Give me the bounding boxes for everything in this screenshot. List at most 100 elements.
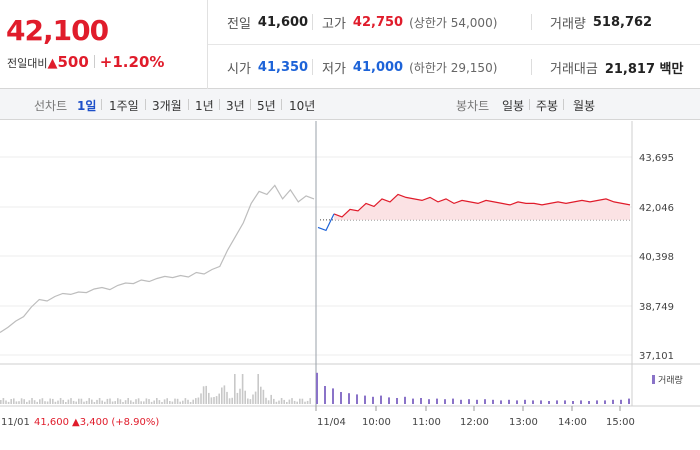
high-label: 고가: [322, 16, 346, 32]
volume-value: 518,762: [592, 14, 653, 30]
volume-bar: [156, 398, 158, 404]
volume-bar: [262, 389, 265, 404]
candle-weekly[interactable]: 주봉: [536, 99, 559, 113]
period-3y[interactable]: 3년: [226, 99, 245, 113]
volume-bar: [171, 401, 174, 404]
volume-bar: [278, 400, 280, 404]
volume-bar: [288, 399, 291, 404]
period-1y[interactable]: 1년: [195, 99, 214, 113]
prev-day-close: 41,600: [34, 417, 69, 428]
today-price-line: [333, 193, 631, 218]
volume-bar: [80, 398, 83, 404]
period-10y[interactable]: 10년: [289, 99, 316, 113]
volume-bar: [169, 401, 171, 404]
volume-bar: [516, 400, 518, 404]
volume-bar: [332, 388, 334, 404]
volume-bar: [420, 398, 422, 404]
y-tick-label: 43,695: [639, 153, 674, 164]
volume-bar: [72, 400, 75, 404]
volume-bar: [41, 398, 44, 404]
volume-bar: [436, 398, 438, 404]
volume-bar: [540, 400, 542, 404]
divider: [250, 99, 251, 110]
volume-bar: [2, 398, 5, 404]
volume-bar: [484, 399, 486, 404]
volume-bar: [104, 401, 106, 404]
prev-close-label: 전일: [227, 16, 251, 32]
volume-bar: [257, 374, 259, 404]
volume-bar: [388, 397, 390, 404]
volume-bar: [249, 399, 252, 404]
x-tick-label: 13:00: [509, 417, 538, 428]
volume-bar: [205, 385, 207, 404]
candle-daily[interactable]: 일봉: [502, 99, 525, 113]
volume-bar: [267, 400, 270, 404]
volume-bar: [234, 374, 236, 404]
volume-bar: [283, 399, 285, 404]
volume-bar: [364, 395, 366, 404]
prev-day-info: 41,600 ▲3,400 (+8.90%): [34, 417, 159, 428]
volume-bar: [508, 399, 510, 404]
volume-bar: [49, 398, 51, 404]
volume-bar: [5, 400, 7, 404]
volume-bar: [57, 400, 59, 404]
divider: [219, 99, 220, 110]
up-arrow-icon: ▲: [47, 56, 58, 71]
volume-bar: [309, 398, 311, 404]
volume-bar: [197, 397, 200, 404]
change-value: 500: [57, 53, 89, 71]
volume-bar: [10, 399, 12, 404]
candle-monthly[interactable]: 월봉: [573, 99, 596, 113]
volume-bar: [192, 399, 194, 404]
volume-bar: [163, 399, 166, 404]
volume-bar: [202, 386, 205, 404]
volume-bar: [39, 399, 41, 404]
volume-bar: [174, 398, 176, 404]
divider: [312, 59, 313, 75]
period-5y[interactable]: 5년: [257, 99, 276, 113]
volume-bar: [564, 400, 566, 404]
y-tick-label: 42,046: [639, 203, 674, 214]
volume-bar: [65, 402, 67, 404]
row-divider: [208, 44, 700, 45]
volume-bar: [200, 393, 202, 404]
high-cell: 고가 42,750 (상한가 54,000): [322, 0, 497, 44]
volume-bar: [628, 398, 630, 404]
volume-bar: [254, 391, 257, 404]
up-arrow-icon: ▲: [72, 417, 80, 428]
x-tick-label: 11/01: [1, 417, 30, 428]
volume-bar: [218, 393, 220, 404]
x-tick-label: 14:00: [558, 417, 587, 428]
prev-day-price-line: [0, 184, 315, 334]
volume-bar: [265, 397, 267, 404]
volume-bar: [85, 400, 88, 404]
price-chart: 43,695 42,046 40,398 38,749 37,101 거래량 1…: [0, 121, 700, 450]
volume-bar: [176, 398, 179, 404]
volume-bar: [150, 401, 153, 404]
volume-bar: [0, 400, 2, 404]
period-1w[interactable]: 1주일: [109, 99, 139, 113]
volume-bar: [93, 402, 96, 404]
open-cell: 시가 41,350: [227, 45, 308, 89]
open-label: 시가: [227, 61, 251, 77]
quote-grid: 전일 41,600 고가 42,750 (상한가 54,000) 거래량 518…: [208, 0, 700, 89]
divider: [312, 14, 313, 30]
volume-bar: [588, 401, 590, 404]
period-3m[interactable]: 3개월: [152, 99, 182, 113]
volume-bar: [620, 399, 622, 404]
volume-bar: [280, 398, 283, 404]
volume-bar: [228, 398, 231, 404]
volume-bar: [187, 399, 189, 404]
volume-bar: [122, 402, 124, 404]
price-chart-svg: 43,695 42,046 40,398 38,749 37,101 거래량 1…: [0, 121, 700, 428]
volume-bar: [556, 400, 558, 404]
volume-bar: [304, 401, 306, 404]
divider: [531, 59, 532, 75]
period-1d[interactable]: 1일: [77, 99, 97, 113]
x-tick-label: 15:00: [606, 417, 635, 428]
candle-chart-label: 봉차트: [456, 99, 490, 113]
volume-bar: [111, 401, 114, 404]
divider: [531, 14, 532, 30]
volume-bar: [356, 394, 358, 404]
volume-bar: [404, 396, 406, 404]
